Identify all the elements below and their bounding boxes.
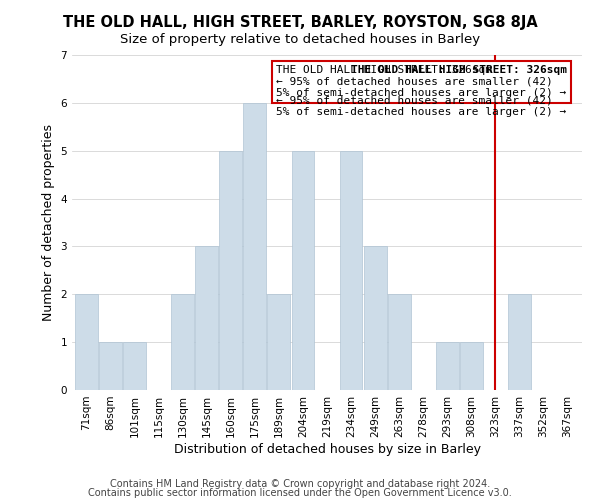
Bar xyxy=(220,150,242,390)
Bar xyxy=(99,342,122,390)
Bar xyxy=(364,246,386,390)
Bar xyxy=(195,246,218,390)
Bar xyxy=(244,103,266,390)
Bar xyxy=(388,294,410,390)
Text: THE OLD HALL HIGH STREET: 326sqm
← 95% of detached houses are smaller (42)
5% of: THE OLD HALL HIGH STREET: 326sqm ← 95% o… xyxy=(277,65,567,98)
Text: Contains HM Land Registry data © Crown copyright and database right 2024.: Contains HM Land Registry data © Crown c… xyxy=(110,479,490,489)
Bar xyxy=(171,294,194,390)
Y-axis label: Number of detached properties: Number of detached properties xyxy=(42,124,55,321)
Bar xyxy=(508,294,531,390)
Bar xyxy=(460,342,483,390)
X-axis label: Distribution of detached houses by size in Barley: Distribution of detached houses by size … xyxy=(173,442,481,456)
Text: THE OLD HALL, HIGH STREET, BARLEY, ROYSTON, SG8 8JA: THE OLD HALL, HIGH STREET, BARLEY, ROYST… xyxy=(62,15,538,30)
Text: Size of property relative to detached houses in Barley: Size of property relative to detached ho… xyxy=(120,32,480,46)
Bar xyxy=(123,342,146,390)
Bar xyxy=(75,294,98,390)
Bar xyxy=(292,150,314,390)
Text: ← 95% of detached houses are smaller (42)
5% of semi-detached houses are larger : ← 95% of detached houses are smaller (42… xyxy=(277,95,567,117)
Text: Contains public sector information licensed under the Open Government Licence v3: Contains public sector information licen… xyxy=(88,488,512,498)
Bar xyxy=(340,150,362,390)
Bar xyxy=(268,294,290,390)
Text: THE OLD HALL HIGH STREET: 326sqm: THE OLD HALL HIGH STREET: 326sqm xyxy=(351,65,567,75)
Bar xyxy=(436,342,459,390)
